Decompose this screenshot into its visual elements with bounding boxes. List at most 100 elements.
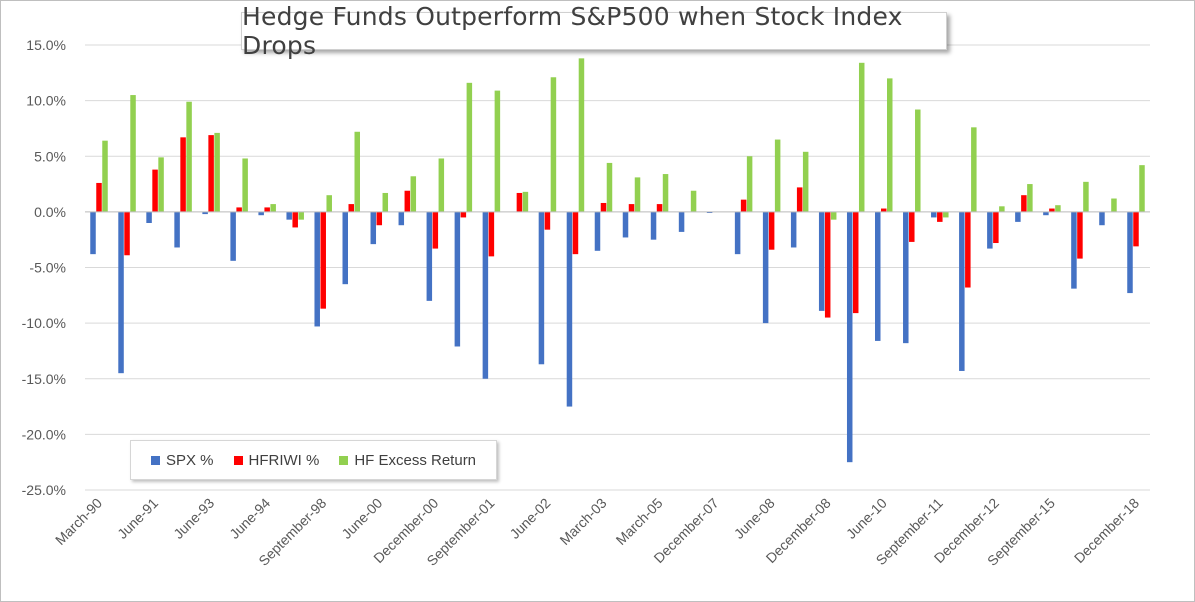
bar-spx--25 (790, 211, 797, 248)
y-tick-label: 10.0% (26, 93, 66, 109)
bar-spx--1 (118, 211, 124, 374)
bar-hf-excess-return-25 (802, 151, 809, 212)
bar-spx--27 (846, 211, 853, 463)
bar-hfriwi--33 (1021, 195, 1027, 212)
bar-hf-excess-return-32 (999, 206, 1005, 212)
bar-hf-excess-return-35 (1083, 181, 1089, 212)
bar-spx--4 (202, 211, 208, 215)
x-tick-label: June-93 (170, 495, 217, 542)
bar-hf-excess-return-29 (915, 109, 921, 212)
bar-spx--32 (987, 211, 993, 249)
bar-hf-excess-return-21 (690, 190, 697, 212)
bar-hfriwi--19 (628, 204, 635, 212)
x-tick-label: June-08 (731, 495, 778, 542)
bar-hfriwi--8 (320, 211, 326, 309)
bar-spx--34 (1043, 211, 1049, 216)
bar-spx--19 (622, 211, 629, 238)
bar-hf-excess-return-37 (1139, 165, 1145, 212)
bar-hf-excess-return-0 (102, 140, 108, 212)
bar-hf-excess-return-12 (438, 158, 445, 212)
bar-spx--10 (370, 211, 377, 245)
bar-hf-excess-return-31 (971, 127, 977, 212)
bar-hfriwi--6 (264, 207, 270, 212)
legend-swatch-hfriwi (233, 455, 243, 465)
bar-hfriwi--10 (376, 211, 383, 226)
legend-entry-excess: HF Excess Return (339, 452, 476, 469)
bar-spx--23 (734, 211, 741, 255)
chart-title: Hedge Funds Outperform S&P500 when Stock… (242, 2, 903, 60)
gridlines (85, 44, 1150, 491)
bar-spx--9 (342, 211, 348, 285)
bar-hf-excess-return-15 (522, 191, 529, 212)
bar-spx--26 (818, 211, 825, 311)
bar-hfriwi--0 (96, 182, 102, 212)
bar-hf-excess-return-4 (214, 132, 220, 212)
bar-hf-excess-return-13 (466, 82, 473, 212)
bar-hfriwi--3 (180, 137, 186, 212)
bar-hfriwi--1 (124, 211, 130, 256)
x-tick-label: December-18 (1071, 495, 1142, 566)
bar-hf-excess-return-19 (634, 177, 641, 212)
bar-hfriwi--9 (348, 204, 354, 212)
bar-hfriwi--28 (881, 208, 887, 212)
bar-hfriwi--35 (1077, 211, 1083, 259)
y-tick-label: 15.0% (26, 37, 66, 53)
x-tick-label: June-10 (843, 495, 890, 542)
bar-spx--16 (538, 211, 545, 365)
bar-hf-excess-return-16 (550, 77, 557, 212)
bar-hf-excess-return-26 (830, 211, 837, 220)
bar-spx--7 (286, 211, 292, 220)
bar-spx--37 (1127, 211, 1133, 294)
bar-hf-excess-return-2 (158, 157, 164, 212)
x-tick-label: March-03 (556, 495, 609, 548)
bar-hf-excess-return-1 (130, 95, 136, 212)
bar-hf-excess-return-24 (774, 139, 781, 212)
legend-entry-spx: SPX % (150, 451, 214, 469)
bar-hfriwi--15 (516, 192, 523, 212)
bar-hf-excess-return-30 (943, 211, 949, 218)
bar-hfriwi--24 (768, 211, 775, 250)
x-tick-label: March-05 (613, 495, 666, 548)
bar-spx--36 (1099, 211, 1105, 226)
legend-entry-hfriwi: HFRIWI % (233, 451, 320, 469)
bar-spx--0 (90, 211, 96, 255)
bar-hf-excess-return-9 (354, 131, 360, 212)
bars (90, 58, 1145, 463)
y-tick-label: 0.0% (34, 204, 66, 220)
bar-hfriwi--20 (656, 204, 663, 212)
y-tick-label: 5.0% (34, 148, 66, 164)
bar-hfriwi--16 (544, 211, 551, 230)
x-tick-label: June-91 (114, 495, 161, 542)
bar-spx--21 (678, 211, 685, 232)
bar-hf-excess-return-34 (1055, 205, 1061, 212)
bar-hf-excess-return-14 (494, 90, 501, 212)
y-tick-label: -20.0% (22, 426, 66, 442)
bar-hfriwi--11 (404, 190, 411, 212)
x-tick-label: June-00 (338, 495, 385, 542)
legend-label-excess: HF Excess Return (354, 451, 477, 469)
bar-hfriwi--12 (432, 211, 439, 249)
bar-hf-excess-return-5 (242, 158, 248, 212)
legend-label-hfriwi: HFRIWI % (248, 451, 320, 469)
bar-spx--29 (903, 211, 909, 344)
bar-hfriwi--32 (993, 211, 999, 244)
bar-hfriwi--13 (460, 211, 467, 218)
x-axis-labels: March-90 June-91 June-93 June-94September-9… (52, 495, 1142, 569)
bar-spx--12 (426, 211, 433, 301)
bar-spx--31 (959, 211, 965, 371)
bar-spx--18 (594, 211, 601, 251)
bar-hf-excess-return-11 (410, 176, 417, 212)
legend-label-spx: SPX % (165, 451, 214, 469)
bar-hfriwi--7 (292, 211, 298, 228)
bar-spx--28 (875, 211, 881, 341)
bar-hfriwi--4 (208, 135, 214, 212)
bar-spx--3 (174, 211, 180, 248)
y-tick-label: -10.0% (22, 315, 66, 331)
bar-hfriwi--27 (852, 211, 859, 314)
bar-hfriwi--34 (1049, 208, 1055, 212)
bar-hfriwi--18 (600, 202, 607, 212)
bar-hf-excess-return-33 (1027, 184, 1033, 212)
legend-swatch-excess (339, 455, 349, 465)
bar-spx--6 (258, 211, 264, 216)
